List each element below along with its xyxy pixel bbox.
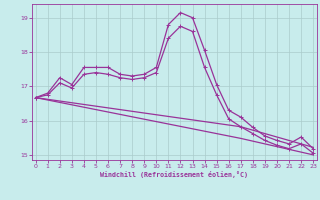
X-axis label: Windchill (Refroidissement éolien,°C): Windchill (Refroidissement éolien,°C) bbox=[100, 171, 248, 178]
